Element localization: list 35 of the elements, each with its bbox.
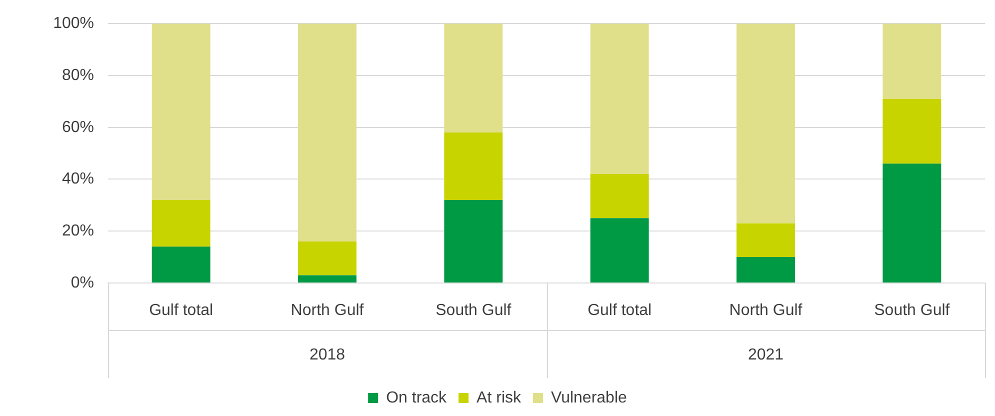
bar [152,246,210,282]
y-tick-label: 20% [62,222,94,240]
y-tick-label: 80% [62,66,94,84]
bar [444,200,503,282]
x-tick-label: South Gulf [436,302,512,320]
x-tick-label: Gulf total [588,302,652,320]
bar [590,174,649,218]
x-tick-label: North Gulf [729,302,803,320]
bar [882,24,942,99]
bar [882,164,942,282]
bar [152,24,210,200]
x-tick-label: South Gulf [874,302,950,320]
bar [590,218,649,282]
bar [298,275,356,282]
y-tick-label: 0% [70,274,94,292]
text: 2021 [748,346,784,364]
y-tick-label: 40% [62,170,94,188]
bar [444,132,503,200]
bar [444,24,503,133]
bar [590,24,649,174]
legend-label: On track [386,389,448,406]
x-tick-label: North Gulf [290,302,364,320]
text: 2018 [309,346,346,364]
x-tick-label: Gulf total [149,302,214,320]
y-tick-label: 60% [62,118,94,136]
legend-label: At risk [476,389,522,406]
bar [736,223,795,258]
bar [736,24,795,224]
bar [152,200,210,247]
bar [298,241,356,276]
legend-label: Vulnerable [551,389,628,406]
bar [882,98,942,164]
y-tick-label: 100% [53,15,94,32]
bar [298,24,356,242]
bar [736,257,795,282]
